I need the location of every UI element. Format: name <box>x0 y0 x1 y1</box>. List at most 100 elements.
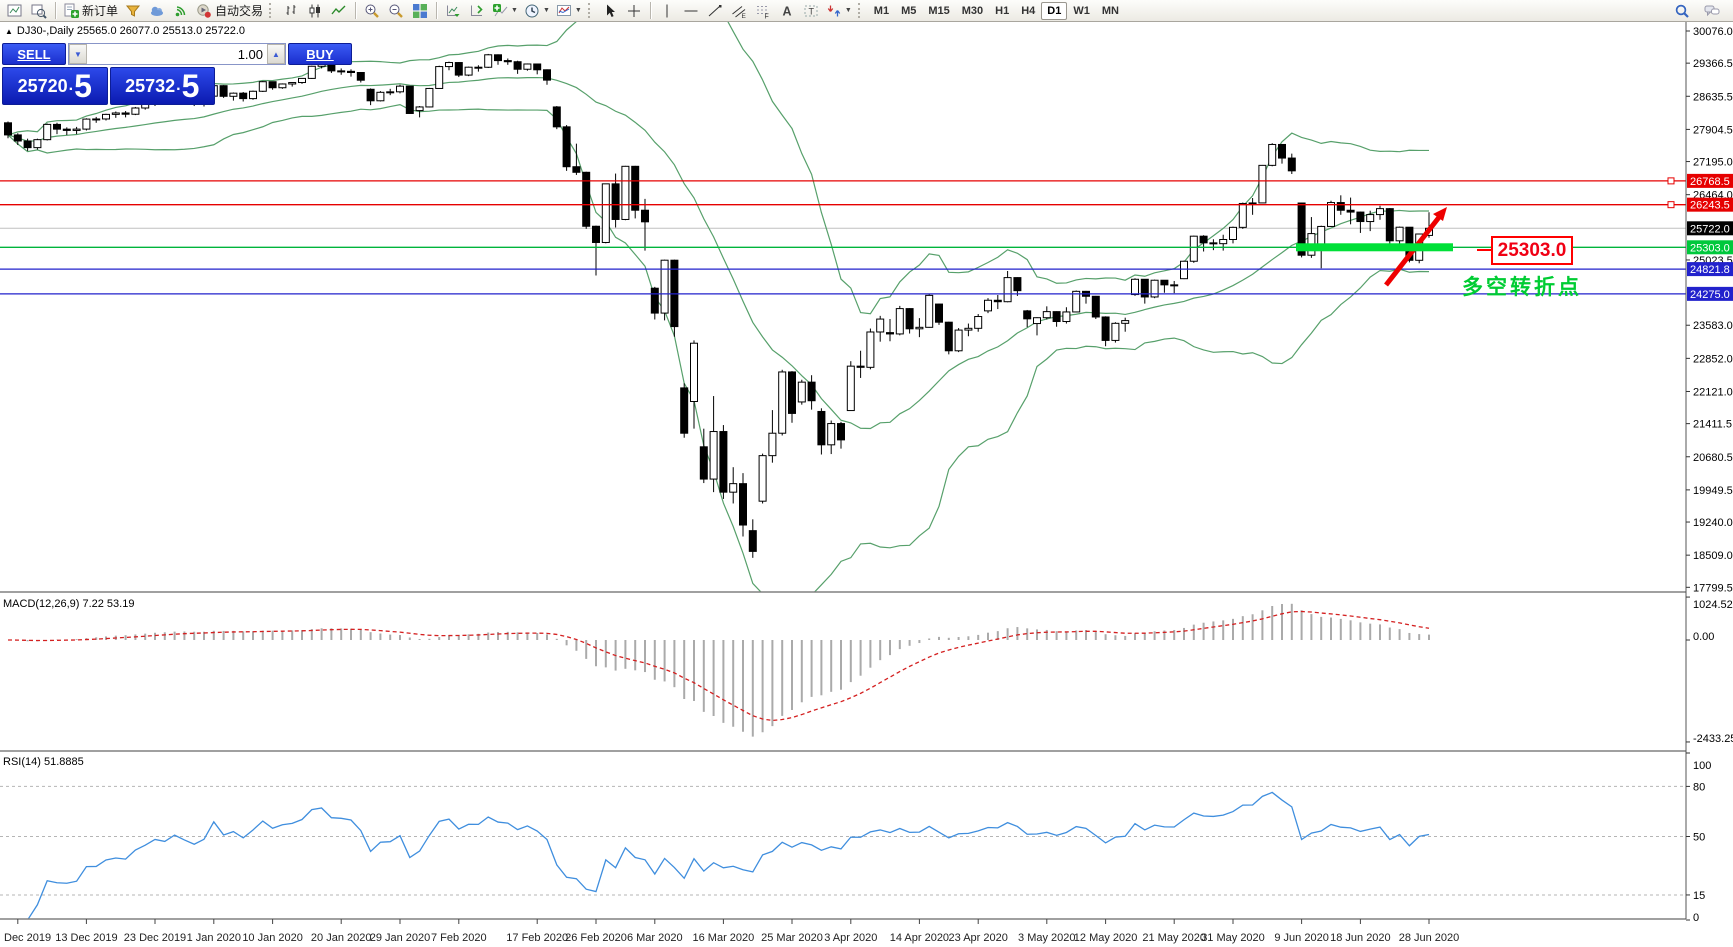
new-order-label: 新订单 <box>82 4 119 18</box>
textA-icon: A <box>782 4 791 18</box>
chart-profiles-button[interactable] <box>27 1 51 21</box>
dropdown-arrow-icon[interactable]: ▼ <box>511 7 518 14</box>
timeframe-m15-button[interactable]: M15 <box>928 4 950 17</box>
fibonacci-retracement-button[interactable]: F <box>751 1 775 21</box>
sell-price-display[interactable]: 25720. 5 <box>2 67 108 105</box>
svg-text:19240.0: 19240.0 <box>1693 517 1733 529</box>
svg-text:F: F <box>764 13 768 19</box>
signals-button[interactable] <box>169 1 193 21</box>
pivot-point-annotation[interactable]: 多空转折点 <box>1462 276 1582 299</box>
price-badge <box>1687 173 1733 188</box>
timeframe-h4-button[interactable]: H4 <box>1021 4 1036 17</box>
one-click-trading-panel: SELL ▼ ▲ BUY 25720.5 25732.5 <box>2 43 352 105</box>
toolbar-drag-handle[interactable] <box>269 3 274 18</box>
toolbar-separator <box>436 2 438 19</box>
dropdown-arrow-icon[interactable]: ▼ <box>844 7 852 14</box>
time-axis-label: 3 Apr 2020 <box>824 932 877 944</box>
auto-scroll-button[interactable] <box>441 1 465 21</box>
signal-icon <box>175 5 186 16</box>
price-badge <box>1687 240 1733 255</box>
volume-input[interactable] <box>87 44 267 64</box>
svg-text:100: 100 <box>1693 760 1711 772</box>
horizontal-level-lines[interactable] <box>0 180 1686 295</box>
collapse-arrow-icon[interactable]: ▲ <box>5 26 13 36</box>
time-axis-label: 7 Feb 2020 <box>431 932 487 944</box>
timeframe-m1-button[interactable]: M1 <box>873 4 890 17</box>
cursor-button[interactable] <box>598 1 622 21</box>
svg-text:15: 15 <box>1693 890 1705 902</box>
timeframe-mn-button[interactable]: MN <box>1101 4 1119 17</box>
market-button[interactable] <box>145 1 169 21</box>
tile-windows-button[interactable] <box>408 1 432 21</box>
timeframe-m30-button[interactable]: M30 <box>961 4 984 17</box>
bars-icon <box>286 4 296 15</box>
candlestick-mode-button[interactable] <box>303 1 327 21</box>
line-handle-marker[interactable] <box>1667 177 1675 185</box>
line-chart-mode-button[interactable] <box>327 1 351 21</box>
vertical-line-button[interactable] <box>655 1 679 21</box>
clock-icon <box>525 4 539 17</box>
equidistant-channel-button[interactable]: E <box>727 1 751 21</box>
price-badge-text: 25722.0 <box>1690 223 1730 235</box>
volume-increase-button[interactable]: ▲ <box>267 44 285 64</box>
symbol-ohlc-text: DJ30-,Daily 25565.0 26077.0 25513.0 2572… <box>16 25 246 37</box>
indicators-icon <box>493 3 508 16</box>
line-handle-marker[interactable] <box>1667 201 1675 209</box>
timeframe-d1-button[interactable]: D1 <box>1041 1 1068 20</box>
trendline-icon <box>708 4 722 16</box>
mql5-community-button[interactable] <box>121 1 145 21</box>
support-highlight-segment[interactable] <box>1296 243 1453 252</box>
zoom-in-button[interactable] <box>360 1 384 21</box>
time-axis-label: 28 Jun 2020 <box>1399 932 1460 944</box>
search-button[interactable] <box>1670 1 1694 21</box>
periods-button[interactable]: ▼ <box>521 1 553 21</box>
price-badge-text: 24275.0 <box>1690 289 1730 301</box>
toolbar-separator <box>55 2 56 19</box>
svg-text:19949.5: 19949.5 <box>1693 485 1733 497</box>
vline-icon <box>666 4 668 17</box>
chart-shift-button[interactable] <box>465 1 489 21</box>
templates-button[interactable]: ▼ <box>553 1 585 21</box>
volume-decrease-button[interactable]: ▼ <box>69 44 87 64</box>
sell-button[interactable]: SELL <box>2 43 66 65</box>
new-chart-button[interactable] <box>3 1 27 21</box>
new-order-button[interactable]: 新订单 <box>60 1 121 21</box>
volume-stepper[interactable]: ▼ ▲ <box>68 43 286 65</box>
arrows-button[interactable]: ▼ <box>823 1 855 21</box>
price-badge <box>1687 286 1733 301</box>
time-axis[interactable]: Dec 2019 13 Dec 2019 23 Dec 2019 1 Jan 2020… <box>4 919 1459 944</box>
toolbar-drag-handle[interactable] <box>857 3 863 18</box>
autotrading-button[interactable]: 自动交易 <box>193 1 266 21</box>
trendline-button[interactable] <box>703 1 727 21</box>
price-badge <box>1687 262 1733 277</box>
symbol-title: ▲ DJ30-,Daily 25565.0 26077.0 25513.0 25… <box>5 25 245 37</box>
rsi-indicator-label: RSI(14) 51.8885 <box>3 756 84 768</box>
price-axis[interactable]: 30076.029366.528635.527904.527195.026464… <box>1685 22 1733 947</box>
timeframe-w1-button[interactable]: W1 <box>1073 4 1090 17</box>
indicators-list-button[interactable]: ▼ <box>489 1 521 21</box>
dropdown-arrow-icon[interactable]: ▼ <box>542 7 550 14</box>
bar-chart-mode-button[interactable] <box>279 1 303 21</box>
price-badge-text: 26243.5 <box>1690 200 1730 212</box>
main-chart-pane <box>0 22 1686 592</box>
price-level-label[interactable]: 25303.0 <box>1477 236 1573 265</box>
text-label-button[interactable]: T <box>799 1 823 21</box>
svg-text:0.00: 0.00 <box>1693 631 1714 643</box>
text-button[interactable]: A <box>775 1 799 21</box>
chat-button[interactable] <box>1700 1 1724 21</box>
timeframe-m5-button[interactable]: M5 <box>901 4 917 17</box>
price-badge-text: 26768.5 <box>1690 176 1730 188</box>
zoom-out-button[interactable] <box>384 1 408 21</box>
search-icon <box>1675 4 1689 18</box>
toolbar-drag-handle[interactable] <box>587 3 593 18</box>
tiles-icon <box>413 3 428 18</box>
time-axis-label: 10 Jan 2020 <box>242 932 303 944</box>
timeframe-h1-button[interactable]: H1 <box>995 4 1010 17</box>
horizontal-line-button[interactable] <box>679 1 703 21</box>
buy-button[interactable]: BUY <box>288 43 352 65</box>
crosshair-button[interactable] <box>622 1 646 21</box>
buy-price-display[interactable]: 25732. 5 <box>109 67 215 105</box>
dropdown-arrow-icon[interactable]: ▼ <box>574 7 582 14</box>
